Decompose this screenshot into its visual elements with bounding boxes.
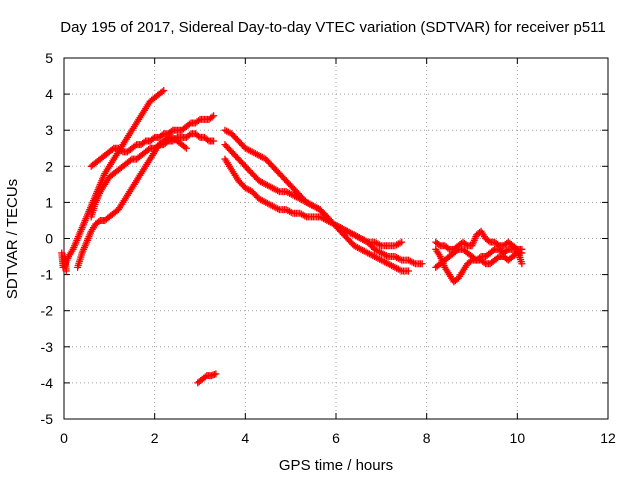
data-point [494, 254, 502, 262]
series-track-7 [221, 155, 413, 275]
data-point [398, 238, 406, 246]
y-tick-label: -5 [41, 411, 54, 427]
data-point [466, 257, 474, 265]
data-point [158, 131, 166, 139]
y-tick-label: -2 [41, 303, 54, 319]
y-tick-labels: 5 4 3 2 1 0 -1 -2 -3 -4 -5 [41, 50, 54, 427]
series-track-8 [194, 370, 220, 387]
data-point [140, 138, 148, 146]
y-tick-label: 5 [45, 50, 53, 66]
data-point [108, 145, 116, 153]
series-track-11 [432, 245, 526, 271]
grid-lines [64, 58, 608, 419]
data-point [167, 127, 175, 135]
data-points [58, 86, 526, 387]
y-tick-label: 3 [45, 122, 53, 138]
series-track-9 [58, 249, 70, 275]
x-axis-label: GPS time / hours [279, 457, 393, 474]
series-track-10 [432, 245, 526, 286]
data-point [210, 137, 218, 145]
data-point [444, 244, 452, 252]
data-point [489, 247, 497, 255]
data-point [62, 267, 70, 275]
y-tick-label: 2 [45, 158, 53, 174]
data-point [160, 86, 168, 94]
data-point [204, 136, 212, 144]
data-point [194, 117, 202, 125]
data-point [462, 241, 470, 249]
data-point [212, 370, 220, 378]
data-point [405, 267, 413, 275]
data-point [194, 132, 202, 140]
series-track-4 [74, 133, 190, 271]
data-point [435, 241, 443, 249]
y-tick-label: 0 [45, 231, 53, 247]
data-point [117, 147, 125, 155]
data-point [158, 88, 166, 96]
data-point [95, 218, 103, 226]
data-point [131, 142, 139, 150]
data-point [149, 135, 157, 143]
y-axis-label: SDTVAR / TECUs [4, 179, 21, 299]
x-tick-label: 6 [332, 430, 340, 446]
series-track-3 [87, 112, 218, 170]
data-point [503, 247, 511, 255]
data-point [163, 135, 171, 143]
data-point [185, 131, 193, 139]
x-tick-label: 12 [600, 430, 616, 446]
series-track-6 [221, 141, 406, 250]
x-tick-label: 8 [423, 430, 431, 446]
y-tick-label: 1 [45, 194, 53, 210]
y-tick-label: -1 [41, 267, 54, 283]
data-point [518, 260, 526, 268]
data-point [471, 255, 479, 263]
x-tick-label: 4 [241, 430, 249, 446]
x-tick-label: 2 [151, 430, 159, 446]
data-point [126, 156, 134, 164]
series-track-12 [432, 227, 526, 268]
x-tick-label: 0 [60, 430, 68, 446]
x-tick-labels: 0 2 4 6 8 10 12 [60, 430, 616, 446]
series-track-1 [60, 86, 168, 271]
chart-title: Day 195 of 2017, Sidereal Day-to-day VTE… [60, 19, 606, 36]
axis-ticks [63, 57, 609, 420]
data-point [185, 120, 193, 128]
y-tick-label: -3 [41, 339, 54, 355]
y-tick-label: 4 [45, 86, 53, 102]
data-point [181, 143, 189, 151]
data-point [145, 145, 153, 153]
data-point [210, 112, 218, 120]
data-point [494, 241, 502, 249]
data-point [418, 260, 426, 268]
data-point [480, 259, 488, 267]
y-tick-label: -4 [41, 375, 54, 391]
x-tick-label: 10 [510, 430, 526, 446]
data-point [182, 144, 190, 152]
data-point [208, 113, 216, 121]
data-point [201, 373, 209, 381]
data-point [485, 237, 493, 245]
